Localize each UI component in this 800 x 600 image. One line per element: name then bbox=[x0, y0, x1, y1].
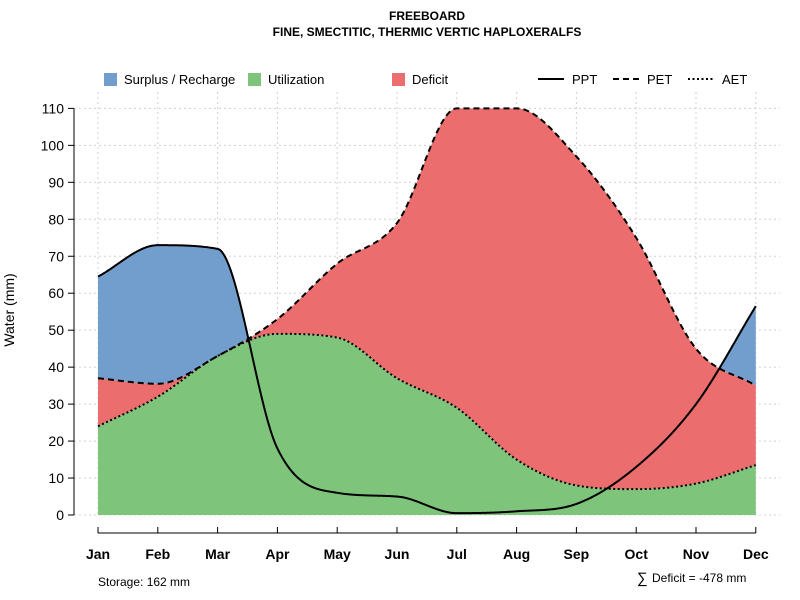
series-line-aet bbox=[97, 332, 757, 491]
x-tick-label-sep: Sep bbox=[564, 546, 590, 562]
deficit-annotation: Deficit = -478 mm bbox=[652, 571, 746, 585]
y-tick-label: 10 bbox=[48, 470, 64, 486]
utilization-area bbox=[98, 333, 756, 515]
legend-series-label-ppt: PPT bbox=[572, 72, 597, 87]
y-tick-label: 0 bbox=[56, 507, 64, 523]
chart-subtitle: FINE, SMECTITIC, THERMIC VERTIC HAPLOXER… bbox=[273, 25, 582, 39]
legend-label-0: Surplus / Recharge bbox=[124, 72, 235, 87]
y-tick-label: 90 bbox=[48, 174, 64, 190]
y-tick-label: 50 bbox=[48, 322, 64, 338]
y-tick-label: 20 bbox=[48, 433, 64, 449]
legend-swatch-2 bbox=[392, 73, 405, 86]
y-tick-label: 100 bbox=[41, 137, 65, 153]
y-tick-label: 70 bbox=[48, 248, 64, 264]
series-line-ppt bbox=[97, 244, 757, 515]
legend-swatch-1 bbox=[248, 73, 261, 86]
chart-title: FREEBOARD bbox=[389, 9, 465, 23]
y-tick-label: 80 bbox=[48, 211, 64, 227]
deficit-sum-icon: ∑ bbox=[637, 570, 648, 587]
y-tick-label: 60 bbox=[48, 285, 64, 301]
x-tick-label-mar: Mar bbox=[205, 546, 230, 562]
legend: Surplus / Recharge Utilization Deficit PPT P… bbox=[104, 72, 747, 87]
x-tick-label-jan: Jan bbox=[86, 546, 110, 562]
area-fills bbox=[98, 108, 756, 515]
x-tick-label-feb: Feb bbox=[145, 546, 170, 562]
axes: 0 10 20 30 40 50 60 70 80 90 100 110 Jan Feb Mar Apr May… bbox=[41, 100, 769, 562]
series-lines bbox=[97, 107, 757, 515]
x-tick-label-apr: Apr bbox=[265, 546, 290, 562]
x-tick-label-aug: Aug bbox=[503, 546, 530, 562]
storage-annotation: Storage: 162 mm bbox=[98, 575, 190, 589]
legend-swatch-0 bbox=[104, 73, 117, 86]
x-tick-label-dec: Dec bbox=[743, 546, 769, 562]
deficit-area bbox=[98, 108, 756, 490]
y-tick-label: 110 bbox=[42, 100, 65, 116]
y-tick-label: 30 bbox=[48, 396, 64, 412]
x-tick-label-jul: Jul bbox=[447, 546, 467, 562]
legend-series-label-aet: AET bbox=[722, 72, 747, 87]
x-tick-label-nov: Nov bbox=[683, 546, 710, 562]
surplus-area bbox=[98, 108, 756, 386]
y-axis-label: Water (mm) bbox=[1, 273, 17, 346]
x-tick-label-may: May bbox=[324, 546, 351, 562]
x-tick-label-oct: Oct bbox=[625, 546, 649, 562]
y-tick-label: 40 bbox=[48, 359, 64, 375]
legend-series-label-pet: PET bbox=[647, 72, 672, 87]
legend-label-1: Utilization bbox=[268, 72, 324, 87]
legend-label-2: Deficit bbox=[412, 72, 449, 87]
x-tick-label-jun: Jun bbox=[385, 546, 410, 562]
